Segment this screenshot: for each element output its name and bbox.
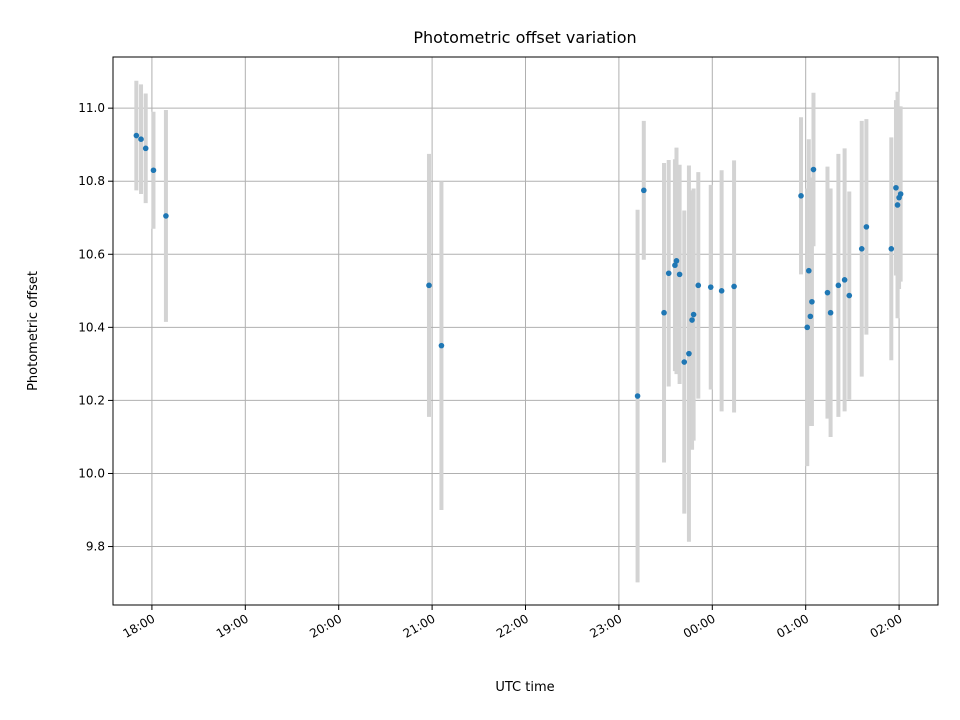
x-tick-label: 19:00 xyxy=(214,611,251,640)
x-tick-label: 22:00 xyxy=(494,611,531,640)
y-tick-label: 10.6 xyxy=(78,247,105,261)
data-point xyxy=(718,288,725,294)
x-tick-label: 20:00 xyxy=(307,611,344,640)
data-point xyxy=(809,298,815,305)
data-point xyxy=(835,282,842,289)
data-point xyxy=(804,324,811,331)
data-point xyxy=(163,213,169,219)
data-point xyxy=(707,284,714,290)
data-point xyxy=(133,132,140,139)
data-point xyxy=(438,342,445,349)
y-tick-label: 10.2 xyxy=(78,393,105,407)
y-tick-label: 9.8 xyxy=(86,540,105,554)
data-point xyxy=(806,267,812,274)
y-tick-label: 10.4 xyxy=(78,320,105,334)
data-point xyxy=(641,187,647,194)
data-point xyxy=(150,167,157,174)
data-point xyxy=(863,224,870,230)
data-point xyxy=(894,202,901,208)
x-axis-label: UTC time xyxy=(495,680,554,695)
data-point xyxy=(676,271,683,278)
data-point xyxy=(888,246,895,252)
data-point xyxy=(824,289,831,296)
x-tick-label: 18:00 xyxy=(120,611,157,640)
y-axis-ticks: 9.8 10.0 10.2 10.4 10.6 10.8 11.0 xyxy=(78,101,113,554)
data-point xyxy=(673,258,680,264)
data-point xyxy=(142,145,149,152)
y-tick-label: 11.0 xyxy=(78,101,105,115)
data-point xyxy=(690,311,697,318)
data-point xyxy=(426,282,432,289)
errorbar-layer xyxy=(134,80,903,583)
data-point xyxy=(138,136,144,142)
x-tick-label: 01:00 xyxy=(774,611,811,640)
x-tick-label: 21:00 xyxy=(401,611,438,640)
data-point xyxy=(810,166,817,173)
data-point xyxy=(661,309,667,316)
data-point xyxy=(827,309,834,316)
point-layer xyxy=(133,132,904,399)
data-point xyxy=(893,184,899,191)
data-point xyxy=(798,193,804,199)
data-point xyxy=(897,191,904,197)
data-point xyxy=(695,282,702,289)
data-point xyxy=(689,317,695,323)
data-point xyxy=(672,262,678,269)
data-point xyxy=(634,393,641,399)
x-tick-label: 02:00 xyxy=(868,611,905,640)
data-point xyxy=(686,350,692,357)
data-point xyxy=(858,246,865,252)
x-tick-label: 23:00 xyxy=(587,611,624,640)
y-axis-label: Photometric offset xyxy=(26,271,41,391)
data-point xyxy=(681,359,688,365)
y-tick-label: 10.8 xyxy=(78,174,105,188)
x-tick-label: 00:00 xyxy=(681,611,718,640)
chart-title: Photometric offset variation xyxy=(413,28,636,47)
data-point xyxy=(731,283,737,290)
y-tick-label: 10.0 xyxy=(78,466,105,480)
data-point xyxy=(807,313,814,320)
data-point xyxy=(665,270,672,277)
x-axis-ticks: 18:00 19:00 20:00 21:00 22:00 23:00 00:00 01:00… xyxy=(120,605,905,641)
data-point xyxy=(846,292,853,299)
data-point xyxy=(841,277,848,283)
